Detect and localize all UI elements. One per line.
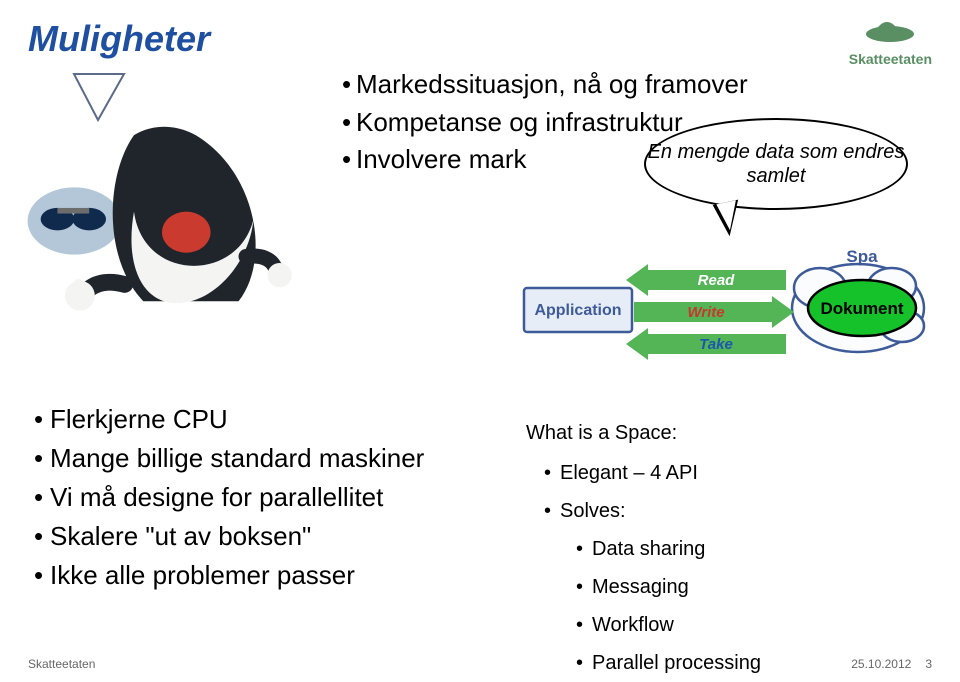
bullet-icon: • <box>34 439 50 478</box>
list-item: •Flerkjerne CPU <box>34 400 494 439</box>
dokument-pill: Dokument <box>808 280 916 336</box>
cloud-label: Spa <box>846 247 878 266</box>
list-item-text: Skalere "ut av boksen" <box>50 517 311 556</box>
logo-text: Skatteetaten <box>849 51 932 67</box>
title-text: Muligheter <box>28 18 210 59</box>
list-item-text: Solves: <box>560 492 626 530</box>
arrow-label: Read <box>698 272 736 289</box>
list-item: •Data sharing <box>526 530 926 568</box>
application-label: Application <box>534 302 621 319</box>
footer-page: 3 <box>925 657 932 671</box>
slide-footer: Skatteetaten 25.10.2012 3 <box>0 657 960 671</box>
list-item-text: Data sharing <box>592 530 705 568</box>
list-item: •Skalere "ut av boksen" <box>34 517 494 556</box>
list-item: •Markedssituasjon, nå og framover <box>342 66 902 104</box>
slide-title: Muligheter <box>28 18 210 60</box>
bullet-icon: • <box>34 478 50 517</box>
footer-left: Skatteetaten <box>28 657 95 671</box>
list-item: •Elegant – 4 API <box>526 454 926 492</box>
arrow-take: Take <box>626 328 786 360</box>
arrow-label: Write <box>687 304 724 321</box>
arrow-label: Take <box>699 336 733 353</box>
bullet-icon: • <box>576 568 592 606</box>
bullet-icon: • <box>544 454 560 492</box>
arrow-write: Write <box>634 296 794 328</box>
list-item-text: Workflow <box>592 606 674 644</box>
right-heading: What is a Space: <box>526 414 926 452</box>
logo-mark-icon <box>863 14 917 49</box>
list-item: •Ikke alle problemer passer <box>34 556 494 595</box>
arrow-read: Read <box>626 264 786 296</box>
left-bullet-list: •Flerkjerne CPU •Mange billige standard … <box>34 400 494 595</box>
bullet-icon: • <box>34 517 50 556</box>
list-item-text: Kompetanse og infrastruktur <box>356 104 683 142</box>
list-item: •Messaging <box>526 568 926 606</box>
list-item-text: Vi må designe for parallellitet <box>50 478 383 517</box>
dokument-label: Dokument <box>820 299 903 318</box>
bullet-icon: • <box>342 141 356 179</box>
mascot-icon <box>22 116 302 326</box>
space-diagram: Spa Dokument Application Read Write Take <box>522 242 930 408</box>
application-box: Application <box>524 288 632 332</box>
bullet-icon: • <box>576 530 592 568</box>
list-item: •Workflow <box>526 606 926 644</box>
brand-logo: Skatteetaten <box>849 14 932 67</box>
bullet-icon: • <box>342 66 356 104</box>
list-item: •Solves: <box>526 492 926 530</box>
bullet-icon: • <box>34 400 50 439</box>
list-item-text: Ikke alle problemer passer <box>50 556 355 595</box>
callout-text: En mengde data som endres samlet <box>646 140 906 188</box>
list-item-text: Messaging <box>592 568 689 606</box>
list-item-text: Flerkjerne CPU <box>50 400 228 439</box>
list-item-text: Involvere mark <box>356 141 527 179</box>
list-item: •Vi må designe for parallellitet <box>34 478 494 517</box>
list-item: •Mange billige standard maskiner <box>34 439 494 478</box>
list-item-text: Elegant – 4 API <box>560 454 698 492</box>
right-list: What is a Space: •Elegant – 4 API •Solve… <box>526 414 926 682</box>
list-item-text: Markedssituasjon, nå og framover <box>356 66 748 104</box>
bullet-icon: • <box>576 606 592 644</box>
bullet-icon: • <box>34 556 50 595</box>
callout-bubble: En mengde data som endres samlet <box>644 118 908 210</box>
bullet-icon: • <box>342 104 356 142</box>
footer-date: 25.10.2012 <box>851 657 911 671</box>
bullet-icon: • <box>544 492 560 530</box>
list-item-text: Mange billige standard maskiner <box>50 439 424 478</box>
